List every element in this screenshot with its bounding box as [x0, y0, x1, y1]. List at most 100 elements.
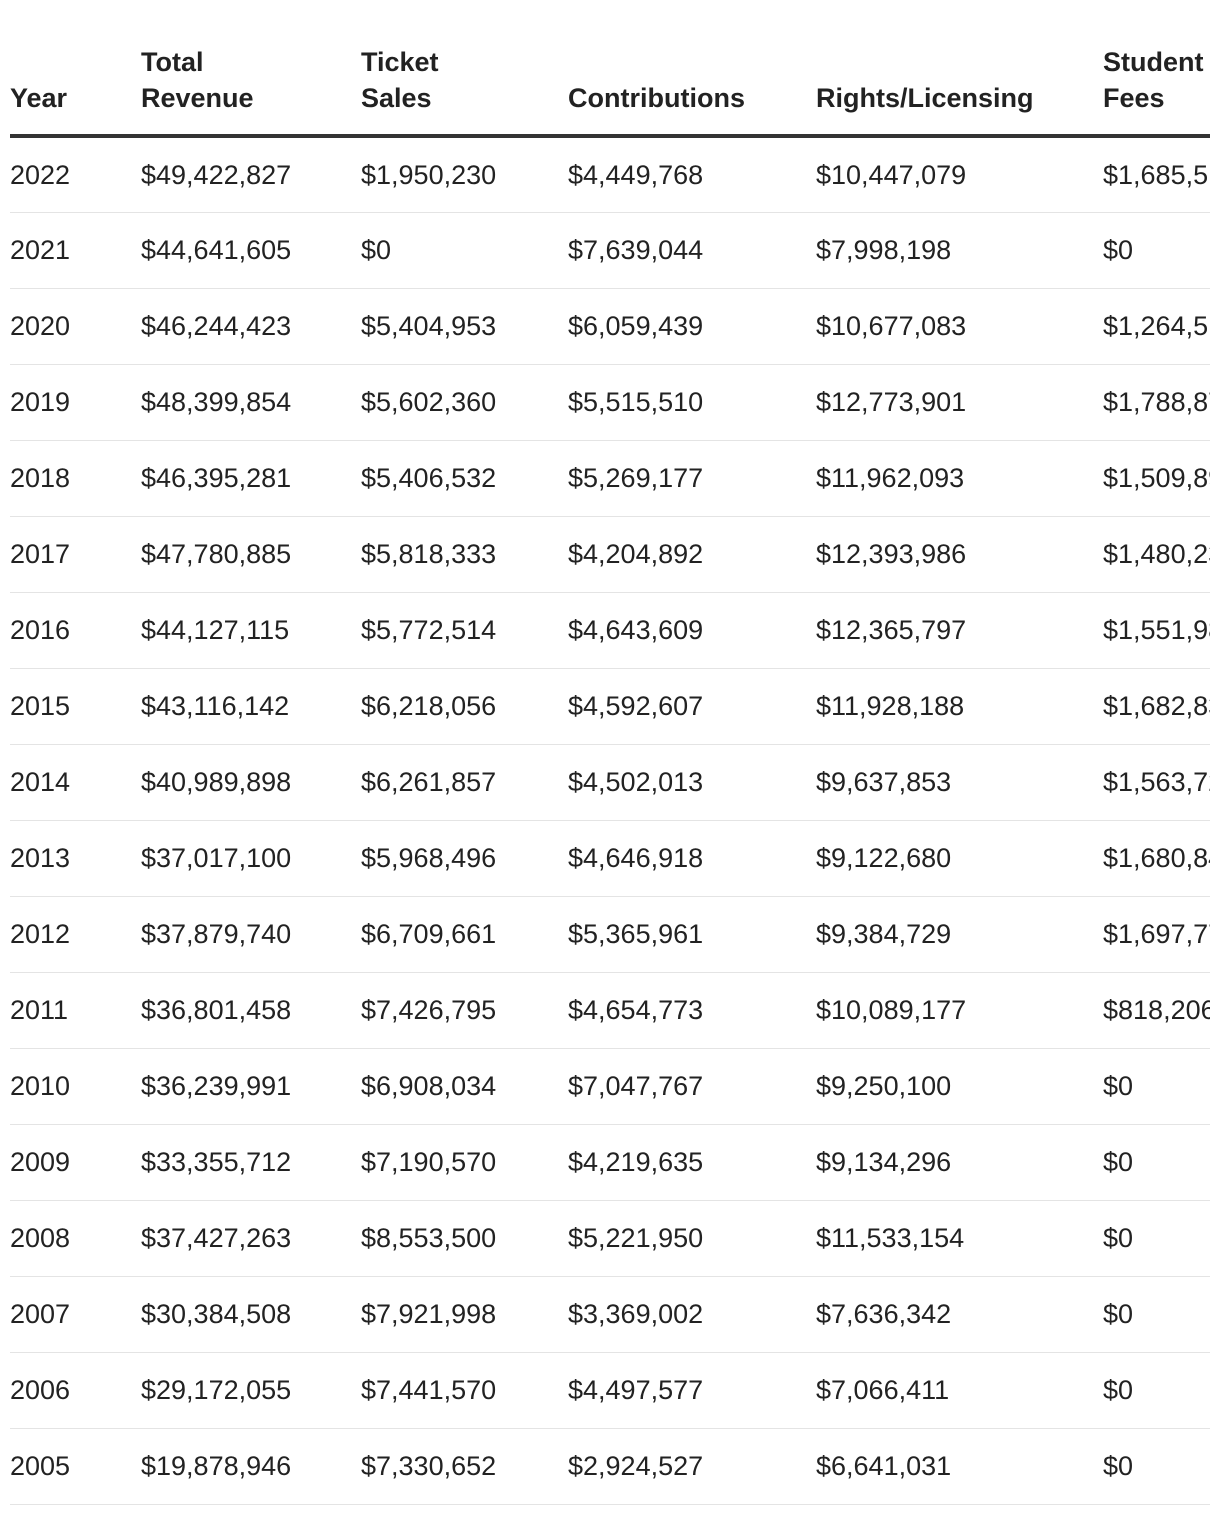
- student-fees-cell: $818,206: [1103, 972, 1210, 1049]
- ticket-sales-cell: $5,818,333: [361, 516, 568, 593]
- ticket-sales-cell: $7,330,652: [361, 1428, 568, 1505]
- contributions-cell: $6,059,439: [568, 288, 816, 365]
- table-body: 2022 $49,422,827 $1,950,230 $4,449,768 $10,4…: [10, 136, 1210, 1505]
- rights-licensing-cell: $9,122,680: [816, 820, 1103, 897]
- table-row: 2019 $48,399,854 $5,602,360 $5,515,510 $12,7…: [10, 364, 1210, 441]
- student-fees-cell: $0: [1103, 212, 1210, 289]
- ticket-sales-cell: $7,426,795: [361, 972, 568, 1049]
- total-revenue-cell: $37,017,100: [141, 820, 361, 897]
- total-revenue-cell: $40,989,898: [141, 744, 361, 821]
- header-total-revenue: Total Revenue: [141, 0, 361, 138]
- ticket-sales-cell: $5,968,496: [361, 820, 568, 897]
- rights-licensing-cell: $10,447,079: [816, 136, 1103, 213]
- table-row: 2010 $36,239,991 $6,908,034 $7,047,767 $9,25…: [10, 1048, 1210, 1125]
- year-cell: 2007: [10, 1276, 141, 1353]
- ticket-sales-cell: $7,441,570: [361, 1352, 568, 1429]
- total-revenue-cell: $36,239,991: [141, 1048, 361, 1125]
- rights-licensing-cell: $9,250,100: [816, 1048, 1103, 1125]
- student-fees-cell: $1,685,51: [1103, 136, 1210, 213]
- student-fees-cell: $1,563,72: [1103, 744, 1210, 821]
- header-student-fees: Student Fees: [1103, 0, 1210, 138]
- table-row: 2020 $46,244,423 $5,404,953 $6,059,439 $10,6…: [10, 288, 1210, 365]
- rights-licensing-cell: $7,636,342: [816, 1276, 1103, 1353]
- year-cell: 2018: [10, 440, 141, 517]
- table-row: 2017 $47,780,885 $5,818,333 $4,204,892 $12,3…: [10, 516, 1210, 593]
- year-cell: 2022: [10, 136, 141, 213]
- total-revenue-cell: $37,879,740: [141, 896, 361, 973]
- year-cell: 2016: [10, 592, 141, 669]
- total-revenue-cell: $33,355,712: [141, 1124, 361, 1201]
- revenue-table-container: Year Total Revenue Ticket Sales Contribu…: [10, 0, 1210, 1505]
- ticket-sales-cell: $5,406,532: [361, 440, 568, 517]
- rights-licensing-cell: $9,134,296: [816, 1124, 1103, 1201]
- total-revenue-cell: $37,427,263: [141, 1200, 361, 1277]
- contributions-cell: $4,204,892: [568, 516, 816, 593]
- student-fees-cell: $0: [1103, 1276, 1210, 1353]
- contributions-cell: $4,592,607: [568, 668, 816, 745]
- ticket-sales-cell: $5,404,953: [361, 288, 568, 365]
- rights-licensing-cell: $10,089,177: [816, 972, 1103, 1049]
- rights-licensing-cell: $7,066,411: [816, 1352, 1103, 1429]
- student-fees-cell: $1,551,98: [1103, 592, 1210, 669]
- student-fees-cell: $0: [1103, 1048, 1210, 1125]
- rights-licensing-cell: $12,773,901: [816, 364, 1103, 441]
- table-row: 2015 $43,116,142 $6,218,056 $4,592,607 $11,9…: [10, 668, 1210, 745]
- ticket-sales-cell: $6,709,661: [361, 896, 568, 973]
- student-fees-cell: $1,682,83: [1103, 668, 1210, 745]
- total-revenue-cell: $46,395,281: [141, 440, 361, 517]
- total-revenue-cell: $29,172,055: [141, 1352, 361, 1429]
- contributions-cell: $3,369,002: [568, 1276, 816, 1353]
- student-fees-cell: $0: [1103, 1124, 1210, 1201]
- total-revenue-cell: $30,384,508: [141, 1276, 361, 1353]
- ticket-sales-cell: $6,261,857: [361, 744, 568, 821]
- total-revenue-cell: $36,801,458: [141, 972, 361, 1049]
- ticket-sales-cell: $7,921,998: [361, 1276, 568, 1353]
- year-cell: 2017: [10, 516, 141, 593]
- table-row: 2008 $37,427,263 $8,553,500 $5,221,950 $11,5…: [10, 1200, 1210, 1277]
- table-row: 2011 $36,801,458 $7,426,795 $4,654,773 $10,0…: [10, 972, 1210, 1049]
- header-ticket-sales: Ticket Sales: [361, 0, 568, 138]
- contributions-cell: $4,449,768: [568, 136, 816, 213]
- rights-licensing-cell: $12,393,986: [816, 516, 1103, 593]
- student-fees-cell: $0: [1103, 1428, 1210, 1505]
- student-fees-cell: $0: [1103, 1200, 1210, 1277]
- year-cell: 2010: [10, 1048, 141, 1125]
- header-rights-licensing: Rights/Licensing: [816, 0, 1103, 138]
- rights-licensing-cell: $11,962,093: [816, 440, 1103, 517]
- contributions-cell: $4,654,773: [568, 972, 816, 1049]
- rights-licensing-cell: $9,637,853: [816, 744, 1103, 821]
- contributions-cell: $7,047,767: [568, 1048, 816, 1125]
- table-row: 2016 $44,127,115 $5,772,514 $4,643,609 $12,3…: [10, 592, 1210, 669]
- total-revenue-cell: $44,127,115: [141, 592, 361, 669]
- contributions-cell: $4,502,013: [568, 744, 816, 821]
- year-cell: 2006: [10, 1352, 141, 1429]
- year-cell: 2005: [10, 1428, 141, 1505]
- contributions-cell: $4,497,577: [568, 1352, 816, 1429]
- contributions-cell: $4,646,918: [568, 820, 816, 897]
- year-cell: 2021: [10, 212, 141, 289]
- ticket-sales-cell: $5,602,360: [361, 364, 568, 441]
- table-row: 2009 $33,355,712 $7,190,570 $4,219,635 $9,13…: [10, 1124, 1210, 1201]
- year-cell: 2008: [10, 1200, 141, 1277]
- rights-licensing-cell: $11,533,154: [816, 1200, 1103, 1277]
- contributions-cell: $5,515,510: [568, 364, 816, 441]
- table-row: 2018 $46,395,281 $5,406,532 $5,269,177 $11,9…: [10, 440, 1210, 517]
- total-revenue-cell: $49,422,827: [141, 136, 361, 213]
- rights-licensing-cell: $11,928,188: [816, 668, 1103, 745]
- table-row: 2021 $44,641,605 $0 $7,639,044 $7,998,198 $0: [10, 212, 1210, 289]
- rights-licensing-cell: $12,365,797: [816, 592, 1103, 669]
- student-fees-cell: $1,264,51: [1103, 288, 1210, 365]
- rights-licensing-cell: $7,998,198: [816, 212, 1103, 289]
- contributions-cell: $5,269,177: [568, 440, 816, 517]
- total-revenue-cell: $48,399,854: [141, 364, 361, 441]
- year-cell: 2019: [10, 364, 141, 441]
- contributions-cell: $5,365,961: [568, 896, 816, 973]
- contributions-cell: $7,639,044: [568, 212, 816, 289]
- year-cell: 2011: [10, 972, 141, 1049]
- contributions-cell: $4,219,635: [568, 1124, 816, 1201]
- ticket-sales-cell: $1,950,230: [361, 136, 568, 213]
- student-fees-cell: $0: [1103, 1352, 1210, 1429]
- ticket-sales-cell: $6,218,056: [361, 668, 568, 745]
- year-cell: 2020: [10, 288, 141, 365]
- year-cell: 2014: [10, 744, 141, 821]
